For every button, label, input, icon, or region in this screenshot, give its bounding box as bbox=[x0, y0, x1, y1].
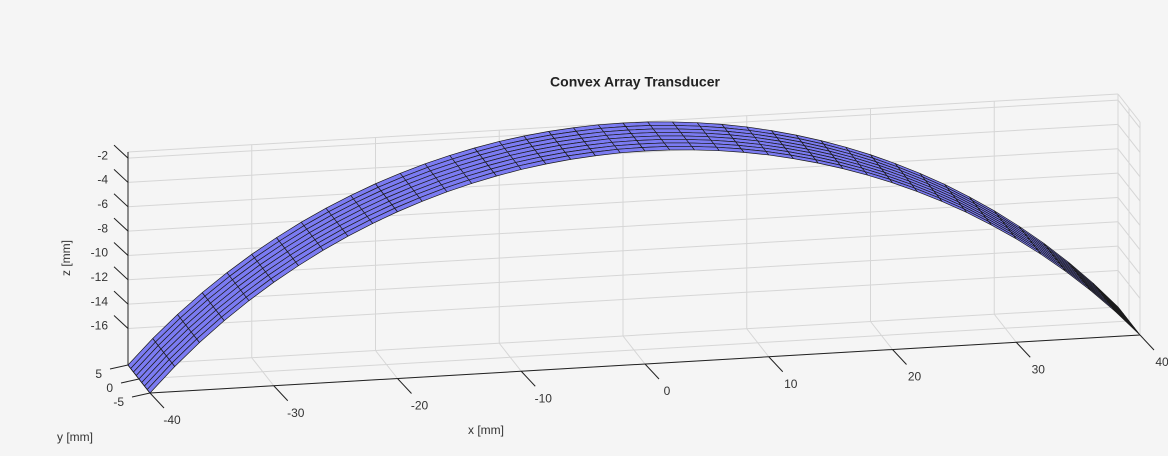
z-tick-label: -16 bbox=[91, 319, 109, 333]
surface-cell bbox=[691, 146, 720, 152]
z-axis-label: z [mm] bbox=[59, 240, 73, 276]
x-tick bbox=[149, 392, 165, 409]
y-tick-label: -5 bbox=[113, 395, 124, 409]
chart-title: Convex Array Transducer bbox=[550, 74, 720, 90]
grid-line bbox=[127, 123, 1119, 183]
x-axis-label: x [mm] bbox=[468, 423, 504, 437]
surface-cell bbox=[652, 128, 682, 133]
x-tick bbox=[1015, 341, 1031, 358]
x-tick-label: -10 bbox=[535, 391, 553, 405]
surface-cell bbox=[661, 139, 690, 144]
x-tick-label: -30 bbox=[287, 406, 305, 420]
x-tick bbox=[520, 370, 536, 387]
surface-cell bbox=[650, 125, 679, 130]
surface-cell bbox=[1112, 307, 1141, 336]
surface-cell bbox=[655, 132, 684, 137]
y-axis-label: y [mm] bbox=[57, 430, 93, 444]
x-tick-label: 10 bbox=[784, 377, 798, 391]
surface-cell bbox=[641, 146, 671, 152]
z-tick-label: -8 bbox=[97, 221, 108, 235]
axis-line bbox=[1117, 93, 1141, 123]
z-tick-label: -12 bbox=[91, 270, 109, 284]
y-tick-label: 0 bbox=[106, 381, 113, 395]
y-tick bbox=[131, 392, 151, 398]
x-tick-label: -40 bbox=[163, 413, 181, 427]
x-tick-label: 30 bbox=[1032, 362, 1046, 376]
z-tick bbox=[113, 193, 129, 208]
surface-cell bbox=[658, 135, 687, 140]
z-tick bbox=[113, 169, 129, 183]
x-tick bbox=[644, 363, 660, 380]
x-tick-label: 40 bbox=[1155, 355, 1168, 369]
grid-line bbox=[127, 221, 1119, 281]
surface-cell bbox=[647, 121, 676, 126]
grid-line bbox=[127, 269, 1119, 329]
surface-cell bbox=[663, 142, 693, 147]
grid-line bbox=[138, 320, 1130, 380]
z-tick bbox=[113, 242, 129, 256]
z-tick bbox=[113, 144, 129, 159]
y-tick bbox=[109, 364, 129, 370]
x-tick-label: 0 bbox=[664, 384, 671, 398]
z-tick-label: -2 bbox=[97, 148, 108, 162]
x-tick bbox=[1139, 334, 1155, 351]
z-tick bbox=[113, 315, 129, 329]
z-tick bbox=[113, 290, 129, 305]
z-tick-label: -10 bbox=[91, 246, 109, 260]
grid-line bbox=[127, 245, 1119, 305]
surface-cell bbox=[666, 146, 695, 151]
y-tick bbox=[120, 378, 140, 384]
z-tick bbox=[113, 217, 129, 232]
grid-line bbox=[127, 148, 1119, 208]
z-tick-label: -6 bbox=[97, 197, 108, 211]
x-tick bbox=[768, 356, 784, 373]
grid-line bbox=[127, 172, 1119, 232]
x-tick bbox=[273, 385, 289, 402]
x-tick bbox=[397, 378, 412, 394]
x-tick-label: -20 bbox=[411, 399, 429, 413]
y-tick-label: 5 bbox=[95, 367, 102, 381]
z-tick-label: -14 bbox=[91, 294, 109, 308]
grid-line bbox=[127, 306, 1119, 366]
z-tick bbox=[113, 266, 129, 281]
x-tick bbox=[892, 349, 907, 365]
x-tick-label: 20 bbox=[908, 370, 922, 384]
z-tick-label: -4 bbox=[97, 173, 108, 187]
